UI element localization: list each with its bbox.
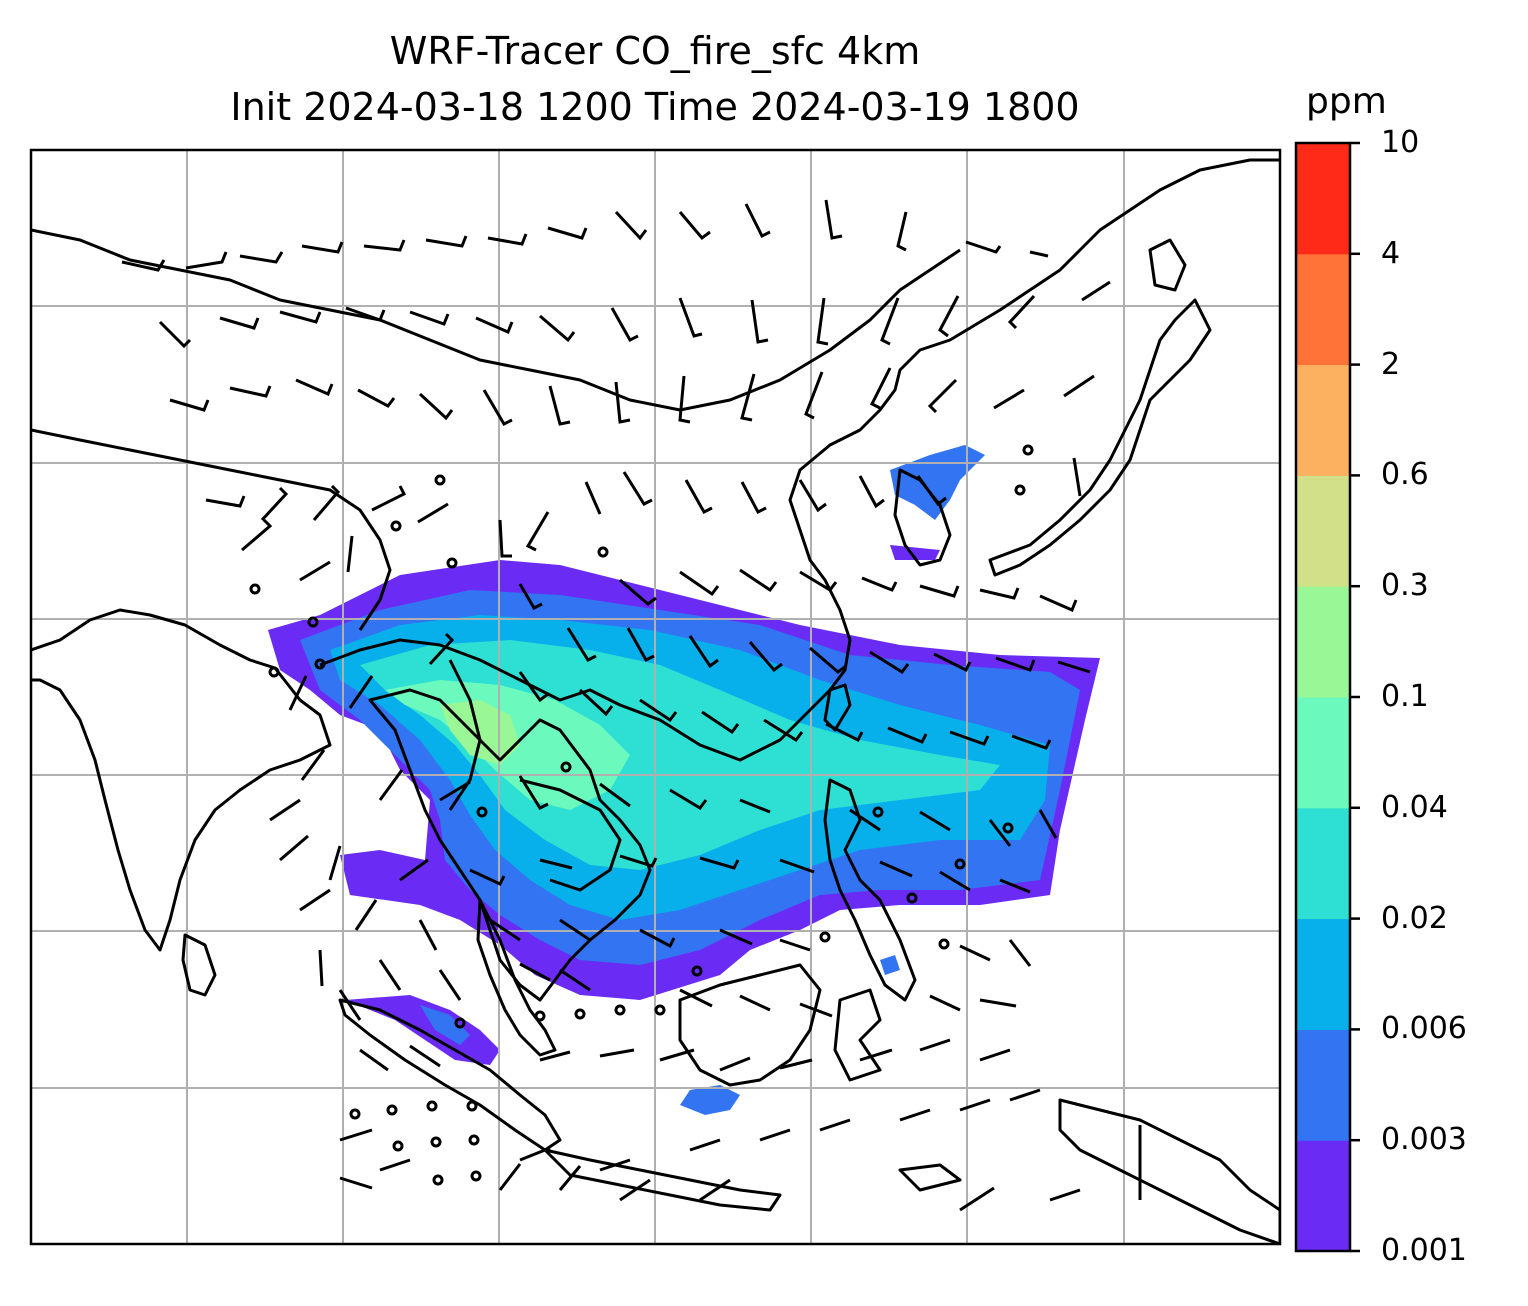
colorbar-segment [1296,586,1350,698]
map-frame [29,148,1282,1246]
colorbar-tick-label: 0.001 [1381,1233,1467,1268]
colorbar-segment [1296,918,1350,1030]
colorbar-tick-label: 0.04 [1381,789,1448,825]
sri-lanka [181,933,217,997]
wind-barbs [121,199,1111,1212]
new-guinea [1058,1098,1280,1244]
colorbar-tick-label: 0.02 [1381,900,1448,936]
sumatra [338,998,562,1152]
colorbar-segment [1296,143,1350,255]
colorbar-segment [1296,253,1350,366]
co-fire-plume [268,445,1100,1115]
plume-north [890,445,985,520]
plume-sumatra-2 [420,1005,470,1045]
colorbar-segment [1296,1140,1350,1252]
colorbar-segment [1296,1029,1350,1141]
colorbar-segment [1296,475,1350,587]
colorbar-tick-label: 4 [1381,235,1401,271]
timor [898,1163,962,1192]
colorbar-unit: ppm [1306,81,1387,122]
colorbar-segment [1296,807,1350,920]
inland-border-1 [31,428,392,631]
gridlines [31,150,1280,1244]
japan [988,298,1212,577]
indochina [368,688,652,1002]
calm-wind-markers [249,444,1034,1186]
java [543,1148,782,1212]
colorbar-tick-label: 0.003 [1381,1122,1467,1158]
inland-border-3 [519,778,622,892]
asia-north-border [31,228,961,412]
malay-peninsula [476,898,557,1057]
map-area [31,150,1280,1244]
borneo [678,963,822,1087]
india-coast [31,608,332,952]
colorbar-tick-label: 10 [1381,125,1420,160]
taiwan [823,683,852,732]
plume-borneo-dot [880,955,900,975]
coastlines [31,158,1280,1244]
colorbar-segment [1296,697,1350,809]
colorbar-tick-label: 0.1 [1381,679,1429,714]
map-title-line-1: WRF-Tracer CO_fire_sfc 4km [389,29,921,73]
colorbar [1294,141,1360,1253]
sulawesi [833,988,882,1082]
philippines [823,778,917,1002]
plume-north-2 [890,545,940,560]
colorbar-tick-label: 0.6 [1381,457,1429,493]
plume-java [680,1085,740,1115]
map-title-line-2: Init 2024-03-18 1200 Time 2024-03-19 180… [230,85,1080,129]
china-coast [319,158,1280,762]
colorbar-tick-label: 0.006 [1381,1011,1467,1047]
colorbar-tick-label: 0.3 [1381,568,1429,604]
inland-border-2 [448,659,482,811]
hokkaido [1148,238,1187,292]
colorbar-tick-label: 2 [1381,346,1401,382]
colorbar-segment [1296,364,1350,476]
